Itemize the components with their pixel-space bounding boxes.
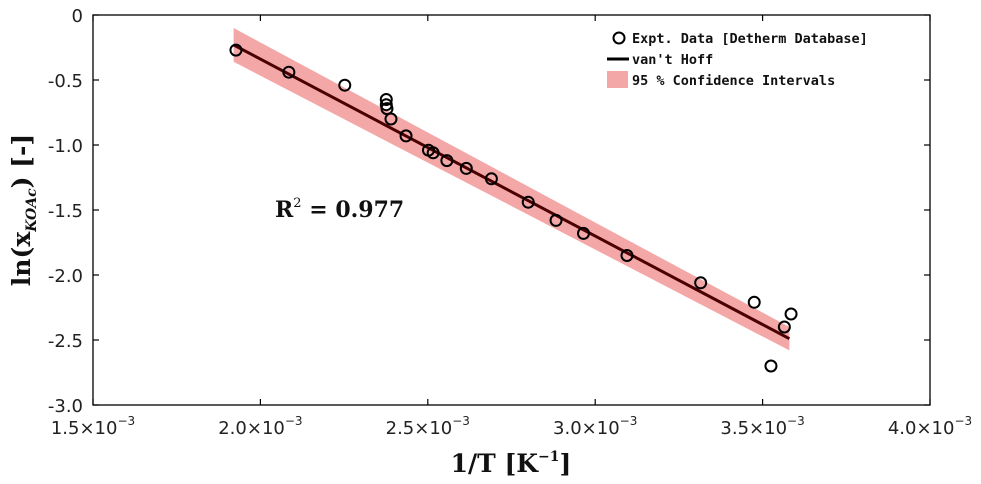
x-tick-label: 4.0×10−3 — [888, 414, 972, 439]
data-point — [282, 65, 296, 79]
data-point — [777, 320, 791, 334]
x-tick-label: 1.5×10−3 — [51, 414, 135, 439]
y-tick-label: -1.0 — [48, 136, 83, 157]
data-point — [620, 249, 634, 262]
y-tick-label: -1.5 — [48, 201, 83, 222]
x-axis-label-sup: −1 — [538, 449, 559, 465]
y-tick-label: -2.0 — [48, 266, 83, 287]
y-tick-label: -2.5 — [48, 331, 83, 352]
data-point — [459, 161, 473, 175]
y-axis-label-sub: KOAc — [24, 188, 40, 233]
x-tick-label: 2.5×10−3 — [386, 414, 470, 439]
data-points — [229, 43, 798, 373]
data-point — [338, 78, 352, 92]
legend-label-band: 95 % Confidence Intervals — [632, 73, 835, 89]
data-point — [229, 43, 243, 57]
data-point — [784, 307, 798, 321]
legend-label-line: van't Hoff — [632, 52, 713, 68]
data-point — [384, 112, 398, 126]
y-axis-ticks: 0 -0.5 -1.0 -1.5 -2.0 -2.5 -3.0 — [48, 6, 930, 417]
data-point — [694, 276, 708, 290]
legend-label-data: Expt. Data [Detherm Database] — [632, 31, 868, 47]
vant-hoff-line — [232, 43, 791, 341]
x-axis-ticks: 1.5×10−3 2.0×10−3 2.5×10−3 3.0×10−3 3.5×10−3… — [51, 15, 972, 439]
y-tick-label: -3.0 — [48, 396, 83, 417]
r-squared-main: R — [275, 197, 294, 223]
y-tick-label: -0.5 — [48, 71, 83, 92]
y-axis-label: ln(xKOAc) [-] — [7, 134, 40, 286]
confidence-band — [233, 28, 790, 351]
y-axis-label-main: ln(x — [7, 231, 36, 287]
data-point — [484, 172, 498, 186]
legend-marker-icon — [612, 31, 626, 45]
data-point — [399, 129, 413, 143]
r-squared-sup: 2 — [293, 196, 301, 211]
x-tick-label: 3.5×10−3 — [720, 414, 804, 439]
x-axis-label: 1/T [K−1] — [451, 449, 572, 478]
legend: Expt. Data [Detherm Database] van't Hoff… — [607, 31, 868, 89]
r-squared-value: = 0.977 — [302, 197, 405, 223]
x-tick-label: 3.0×10−3 — [553, 414, 637, 439]
x-axis-label-main: 1/T [K — [451, 449, 540, 478]
y-tick-label: 0 — [72, 6, 83, 27]
legend-band-icon — [607, 71, 628, 88]
r-squared-annotation: R2 = 0.977 — [275, 196, 404, 223]
data-point — [747, 295, 761, 309]
data-point — [379, 93, 393, 106]
data-point — [440, 154, 454, 168]
data-point — [521, 195, 535, 209]
data-point — [576, 226, 590, 240]
y-axis-label-end: ) [-] — [7, 134, 36, 189]
x-axis-label-end: ] — [560, 449, 572, 478]
data-point — [764, 359, 778, 373]
data-point — [549, 213, 563, 227]
data-point — [426, 146, 440, 160]
x-tick-label: 2.0×10−3 — [218, 414, 302, 439]
